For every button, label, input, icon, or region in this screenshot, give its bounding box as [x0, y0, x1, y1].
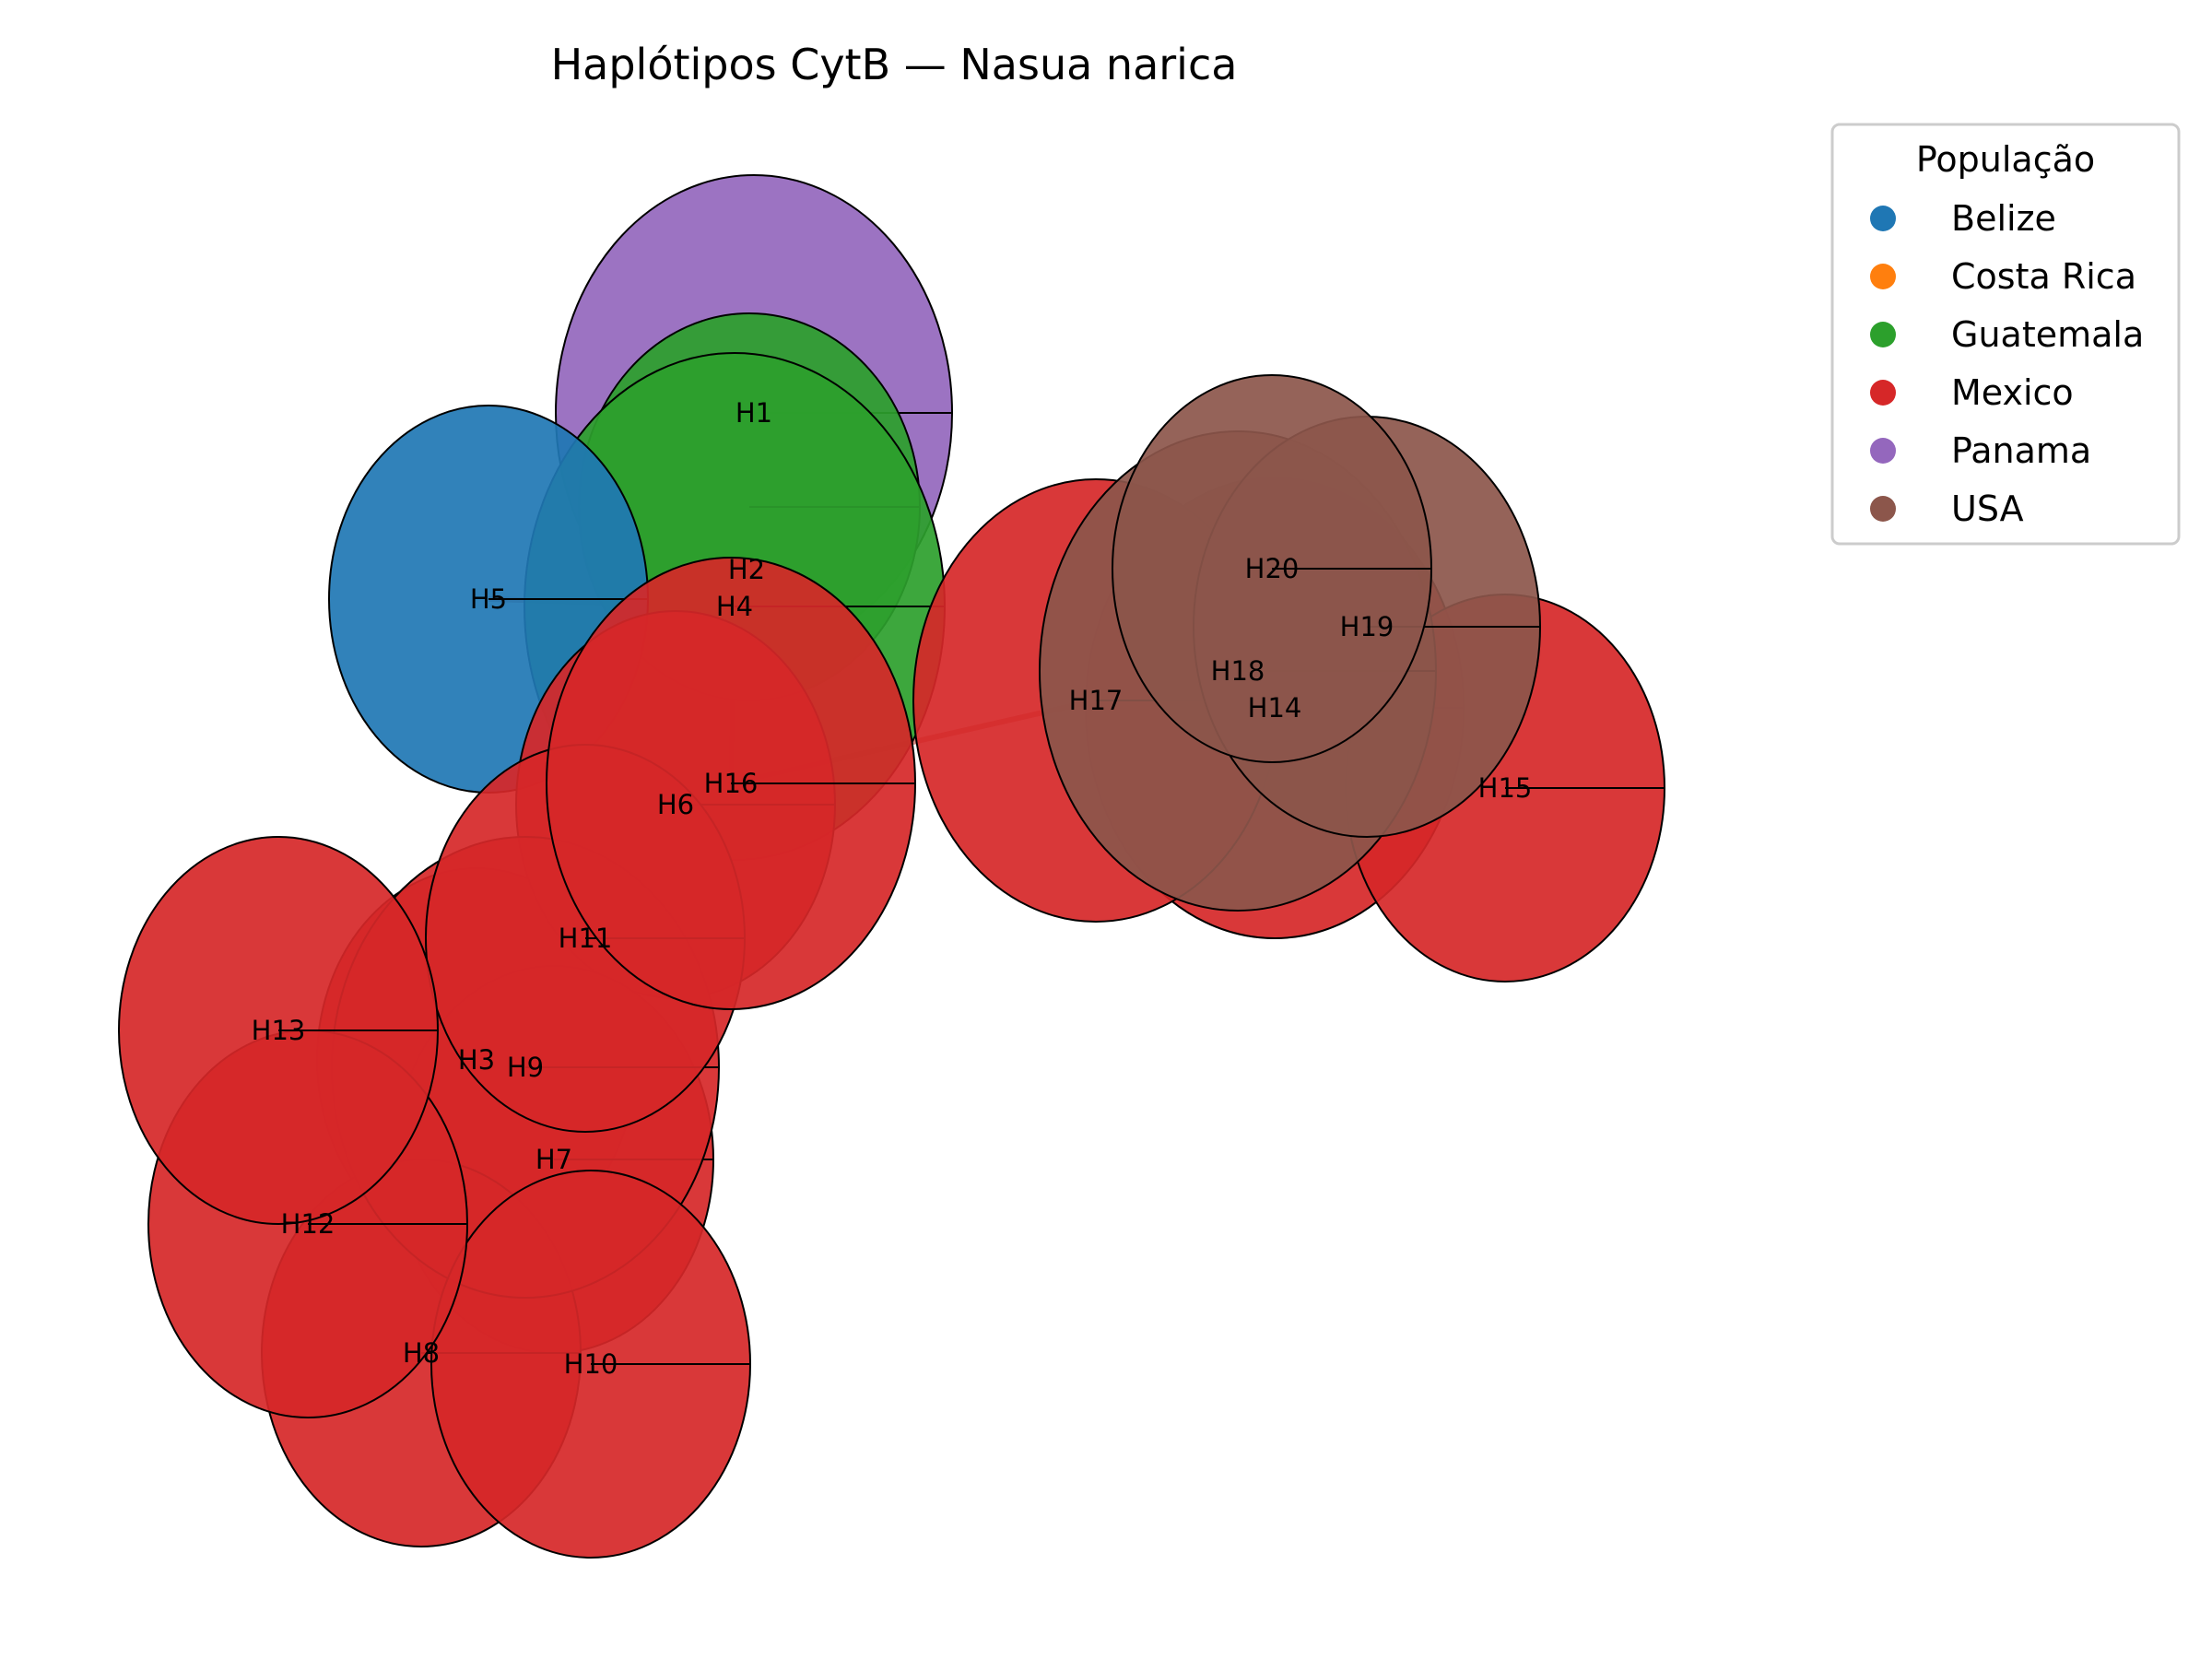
node-label-h2: H2 [728, 554, 765, 585]
node-label-h19: H19 [1340, 611, 1394, 642]
node-label-h15: H15 [1478, 772, 1533, 804]
legend-label-belize: Belize [1951, 198, 2056, 239]
legend-marker-costa-rica [1870, 264, 1896, 289]
legend-marker-guatemala [1870, 322, 1896, 347]
node-label-h16: H16 [704, 768, 759, 799]
legend-box [1830, 123, 2181, 546]
legend-marker-mexico [1870, 380, 1896, 406]
legend: População Belize Costa Rica Guatemala Mexic… [1830, 123, 2181, 546]
legend-label-usa: USA [1951, 488, 2024, 529]
node-labels: H1 H2 H3 H4 H5 H6 H7 H8 H9 H10 H11 H12 H13 H14 H15 H16 H… [252, 397, 1533, 1380]
node-label-h9: H9 [507, 1052, 544, 1083]
network-nodes [118, 174, 1665, 1559]
node-label-h17: H17 [1069, 685, 1124, 716]
haplotype-node-h13 [118, 836, 439, 1225]
legend-marker-belize [1870, 206, 1896, 231]
node-label-h6: H6 [657, 789, 694, 820]
node-label-h1: H1 [735, 397, 772, 429]
node-label-h3: H3 [458, 1044, 495, 1076]
node-label-h18: H18 [1211, 655, 1265, 687]
node-label-h12: H12 [281, 1208, 335, 1240]
node-label-h10: H10 [564, 1348, 618, 1380]
legend-label-mexico: Mexico [1951, 372, 2074, 413]
legend-label-panama: Panama [1951, 430, 2091, 471]
node-label-h7: H7 [535, 1144, 572, 1175]
node-label-h4: H4 [716, 591, 753, 622]
node-label-h14: H14 [1248, 692, 1302, 724]
figure-title: Haplótipos CytB — Nasua narica [551, 40, 1238, 89]
node-label-h13: H13 [252, 1015, 306, 1046]
legend-label-guatemala: Guatemala [1951, 314, 2144, 355]
node-label-h20: H20 [1245, 553, 1300, 584]
legend-label-costa-rica: Costa Rica [1951, 256, 2136, 297]
legend-marker-panama [1870, 438, 1896, 464]
haplotype-node-h16 [546, 557, 916, 1010]
legend-entries: Belize Costa Rica Guatemala Mexico Panama USA [1870, 198, 2144, 529]
haplotype-node-h10 [430, 1170, 751, 1559]
legend-title: População [1916, 139, 2095, 180]
node-label-h11: H11 [559, 923, 613, 954]
node-label-h5: H5 [470, 583, 507, 615]
legend-marker-usa [1870, 496, 1896, 522]
haplotype-node-h20 [1112, 374, 1432, 763]
node-label-h8: H8 [403, 1337, 440, 1369]
